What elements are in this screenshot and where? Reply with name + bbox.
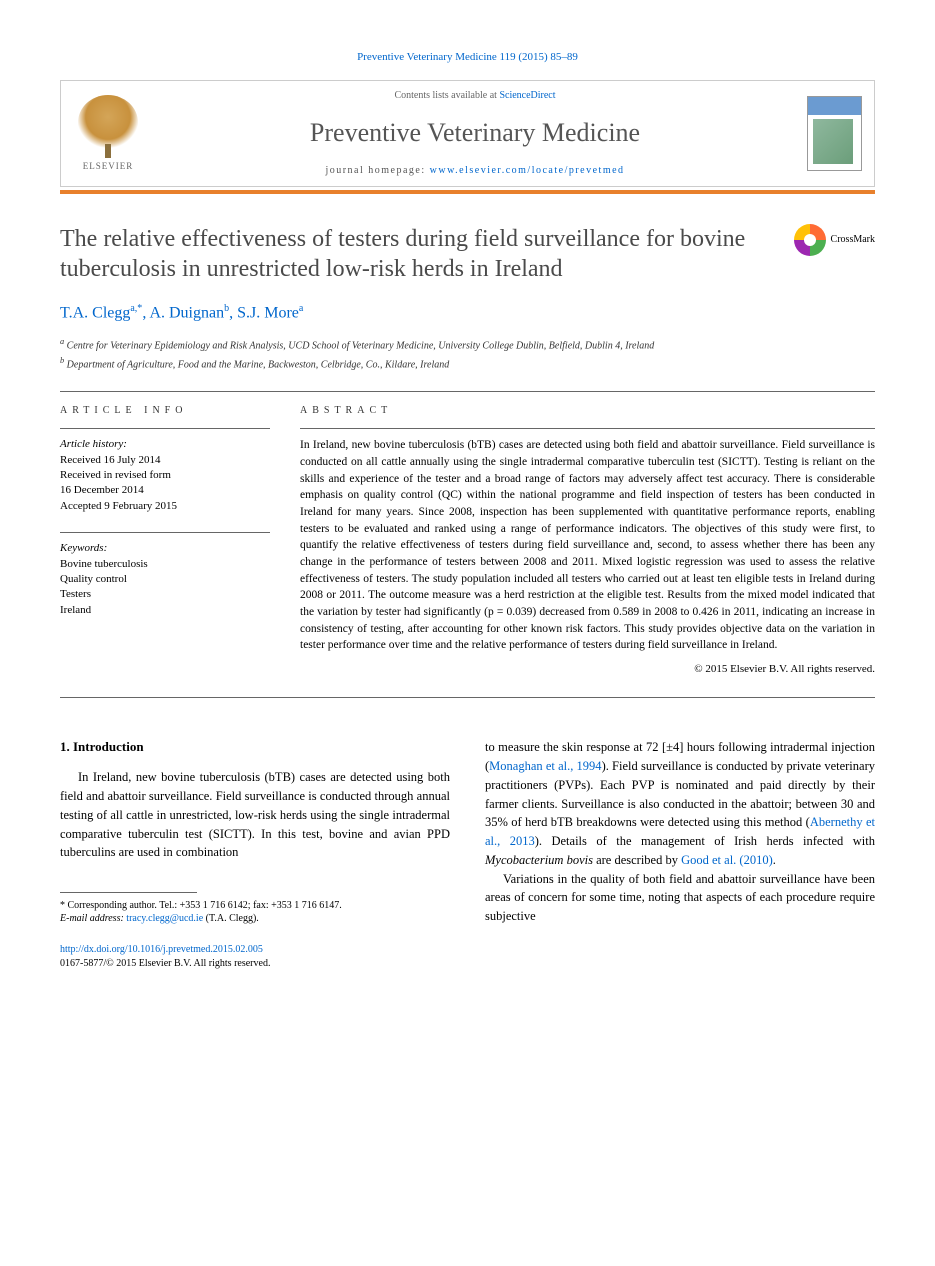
elsevier-logo: ELSEVIER — [73, 94, 143, 174]
masthead: ELSEVIER Contents lists available at Sci… — [60, 80, 875, 186]
author-1-name[interactable]: T.A. Clegg — [60, 304, 130, 321]
keyword-2: Quality control — [60, 572, 270, 587]
email-suffix: (T.A. Clegg). — [203, 913, 259, 924]
history-received: Received 16 July 2014 — [60, 453, 270, 468]
mycobacterium-italic: Mycobacterium bovis — [485, 853, 593, 867]
info-divider-bottom — [60, 697, 875, 698]
corresponding-author-footnote: * Corresponding author. Tel.: +353 1 716… — [60, 899, 450, 925]
journal-cover-thumbnail — [807, 96, 862, 171]
crossmark-label: CrossMark — [831, 233, 875, 247]
article-info-label: ARTICLE INFO — [60, 404, 270, 418]
keyword-4: Ireland — [60, 603, 270, 618]
p2-e: . — [773, 853, 776, 867]
affiliation-b-text: Department of Agriculture, Food and the … — [67, 359, 450, 370]
ref-monaghan[interactable]: Monaghan et al., 1994 — [489, 759, 601, 773]
info-abstract-row: ARTICLE INFO Article history: Received 1… — [60, 404, 875, 677]
contents-available-line: Contents lists available at ScienceDirec… — [163, 89, 787, 103]
homepage-line: journal homepage: www.elsevier.com/locat… — [163, 164, 787, 178]
info-divider-top — [60, 391, 875, 392]
keyword-1: Bovine tuberculosis — [60, 557, 270, 572]
history-revised-line2: 16 December 2014 — [60, 483, 270, 498]
abstract-column: ABSTRACT In Ireland, new bovine tubercul… — [300, 404, 875, 677]
doi-block: http://dx.doi.org/10.1016/j.prevetmed.20… — [60, 943, 450, 971]
title-row: The relative effectiveness of testers du… — [60, 224, 875, 284]
intro-para-3: Variations in the quality of both field … — [485, 870, 875, 926]
info-subdiv — [60, 428, 270, 429]
author-3-name[interactable]: S.J. More — [237, 304, 299, 321]
intro-para-2: to measure the skin response at 72 [±4] … — [485, 738, 875, 869]
abstract-copyright: © 2015 Elsevier B.V. All rights reserved… — [300, 662, 875, 677]
p2-d: are described by — [593, 853, 681, 867]
body-columns: 1. Introduction In Ireland, new bovine t… — [60, 738, 875, 971]
doi-link[interactable]: http://dx.doi.org/10.1016/j.prevetmed.20… — [60, 944, 263, 955]
body-column-right: to measure the skin response at 72 [±4] … — [485, 738, 875, 971]
abstract-label: ABSTRACT — [300, 404, 875, 418]
info-subdiv2 — [60, 532, 270, 533]
email-label: E-mail address: — [60, 913, 126, 924]
masthead-center: Contents lists available at ScienceDirec… — [163, 89, 787, 177]
footnote-divider — [60, 892, 197, 893]
affiliation-a-text: Centre for Veterinary Epidemiology and R… — [67, 340, 655, 351]
issn-copyright-line: 0167-5877/© 2015 Elsevier B.V. All right… — [60, 958, 270, 969]
keywords-block: Keywords: Bovine tuberculosis Quality co… — [60, 541, 270, 618]
keyword-3: Testers — [60, 587, 270, 602]
page-container: Preventive Veterinary Medicine 119 (2015… — [0, 0, 935, 1011]
header-citation: Preventive Veterinary Medicine 119 (2015… — [60, 50, 875, 65]
history-label: Article history: — [60, 437, 270, 452]
abstract-subdiv — [300, 428, 875, 429]
history-revised-line1: Received in revised form — [60, 468, 270, 483]
affiliation-b: b Department of Agriculture, Food and th… — [60, 356, 875, 371]
author-2-sup: b — [224, 303, 229, 314]
p2-c: ). Details of the management of Irish he… — [535, 834, 875, 848]
intro-para-1: In Ireland, new bovine tuberculosis (bTB… — [60, 768, 450, 862]
keywords-label: Keywords: — [60, 541, 270, 556]
homepage-prefix: journal homepage: — [325, 165, 429, 176]
history-accepted: Accepted 9 February 2015 — [60, 499, 270, 514]
contents-prefix: Contents lists available at — [394, 90, 499, 101]
abstract-text: In Ireland, new bovine tuberculosis (bTB… — [300, 437, 875, 654]
intro-heading: 1. Introduction — [60, 738, 450, 756]
affiliation-a: a Centre for Veterinary Epidemiology and… — [60, 337, 875, 352]
corr-text: Corresponding author. Tel.: +353 1 716 6… — [68, 900, 342, 911]
elsevier-tree-icon — [78, 95, 138, 150]
body-column-left: 1. Introduction In Ireland, new bovine t… — [60, 738, 450, 971]
author-2-name[interactable]: A. Duignan — [149, 304, 224, 321]
sciencedirect-link[interactable]: ScienceDirect — [499, 90, 555, 101]
orange-divider-bar — [60, 190, 875, 194]
crossmark-icon — [794, 224, 826, 256]
article-history: Article history: Received 16 July 2014 R… — [60, 437, 270, 514]
article-info-column: ARTICLE INFO Article history: Received 1… — [60, 404, 270, 677]
authors-line: T.A. Clegga,*, A. Duignanb, S.J. Morea — [60, 302, 875, 325]
author-1-sup: a,* — [130, 303, 142, 314]
author-3-sup: a — [299, 303, 303, 314]
elsevier-label: ELSEVIER — [83, 160, 134, 173]
ref-good[interactable]: Good et al. (2010) — [681, 853, 773, 867]
homepage-link[interactable]: www.elsevier.com/locate/prevetmed — [430, 165, 625, 176]
journal-name: Preventive Veterinary Medicine — [163, 115, 787, 151]
crossmark-badge[interactable]: CrossMark — [794, 224, 875, 256]
article-title: The relative effectiveness of testers du… — [60, 224, 774, 284]
email-link[interactable]: tracy.clegg@ucd.ie — [126, 913, 203, 924]
